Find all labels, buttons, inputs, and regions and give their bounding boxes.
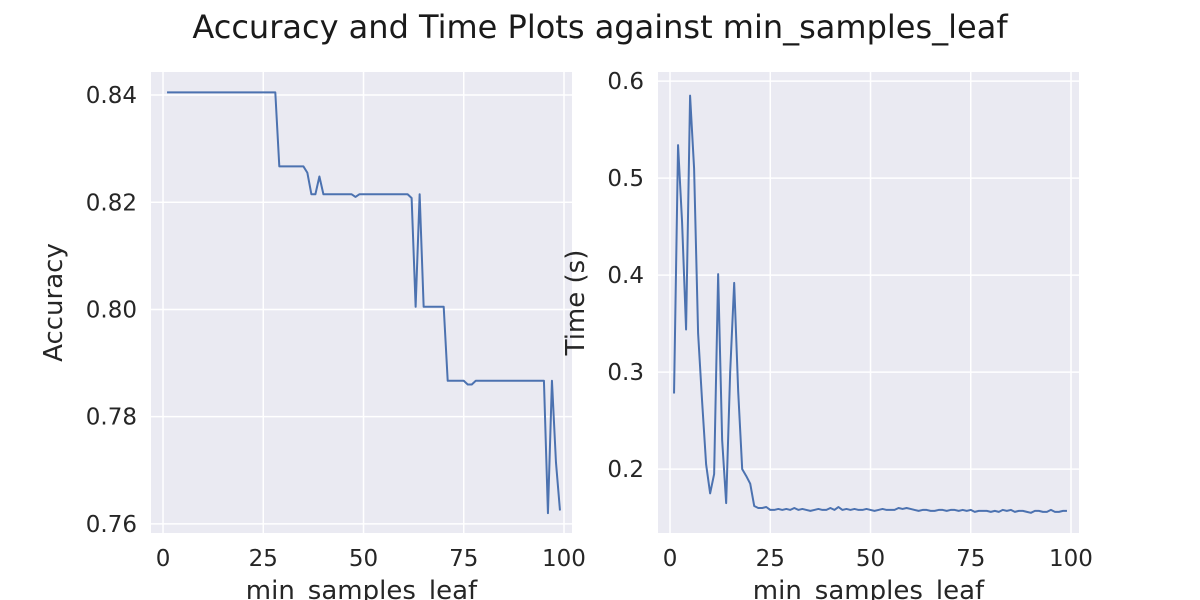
accuracy-x-tick-label: 0	[156, 546, 171, 572]
accuracy-y-tick-label: 0.84	[86, 83, 137, 109]
accuracy-y-tick-label: 0.76	[86, 512, 137, 538]
time-x-tick-label: 75	[956, 546, 985, 572]
accuracy-x-tick-label: 100	[542, 546, 586, 572]
accuracy-y-tick-label: 0.78	[86, 405, 137, 431]
time-panel: 0 25 50 75 100 0.2 0.3 0.4 0.5 0.6 min_samples_lea…	[561, 69, 1093, 600]
accuracy-x-tick-label: 75	[449, 546, 478, 572]
time-x-tick-label: 50	[856, 546, 885, 572]
accuracy-y-tick-label: 0.80	[86, 297, 137, 323]
accuracy-y-axis-label: Accuracy	[39, 243, 69, 362]
accuracy-x-tick-label: 50	[349, 546, 378, 572]
figure-title: Accuracy and Time Plots against min_samp…	[192, 8, 1008, 46]
time-x-tick-label: 0	[663, 546, 678, 572]
accuracy-panel: 0 25 50 75 100 0.76 0.78 0.80 0.82 0.84 min_sample…	[39, 72, 586, 600]
time-y-tick-label: 0.6	[607, 69, 644, 95]
time-y-tick-label: 0.2	[607, 457, 644, 483]
accuracy-plot-area	[151, 72, 572, 533]
time-y-tick-label: 0.4	[607, 263, 644, 289]
time-x-tick-label: 100	[1049, 546, 1093, 572]
accuracy-x-axis-label: min_samples_leaf	[246, 576, 478, 600]
accuracy-x-tick-label: 25	[249, 546, 278, 572]
time-x-tick-label: 25	[756, 546, 785, 572]
time-plot-area	[658, 72, 1079, 533]
time-y-axis-label: Time (s)	[561, 250, 591, 357]
time-x-axis-label: min_samples_leaf	[753, 576, 985, 600]
time-y-tick-label: 0.3	[607, 360, 644, 386]
time-series-line	[673, 94, 1067, 514]
accuracy-y-tick-label: 0.82	[86, 190, 137, 216]
time-y-tick-label: 0.5	[607, 166, 644, 192]
accuracy-series-line	[167, 91, 561, 515]
